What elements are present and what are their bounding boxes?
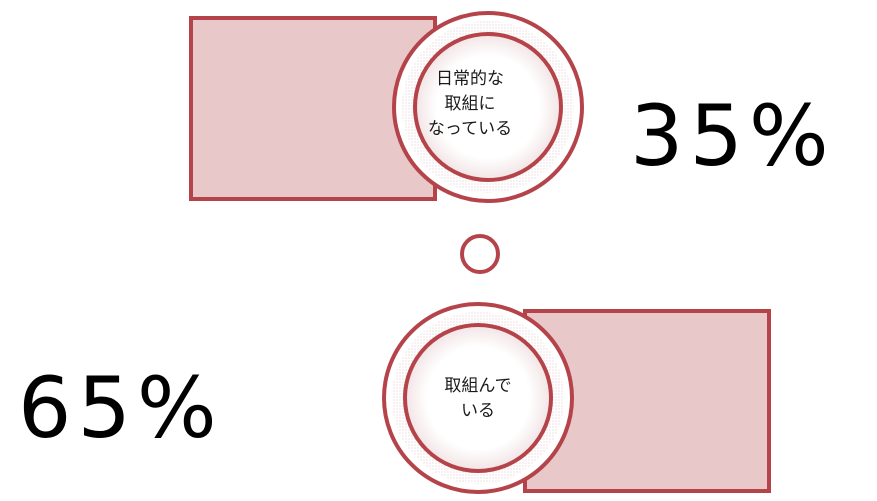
top-circle-label: 日常的な 取組に なっている [412, 67, 528, 142]
top-label-line-2: 取組に [444, 94, 496, 114]
top-percentage: 35% [630, 87, 835, 185]
bottom-label-line-1: 取組んで [444, 376, 512, 396]
bottom-inner-circle [403, 323, 553, 473]
top-label-line-3: なっている [427, 119, 513, 139]
bottom-percentage: 65% [18, 359, 223, 457]
connector-small-circle [460, 234, 500, 274]
top-label-line-1: 日常的な [436, 69, 504, 89]
bottom-item-group [382, 302, 771, 494]
bottom-label-line-2: いる [461, 401, 495, 421]
bottom-circle-label: 取組んで いる [414, 374, 542, 424]
top-inner-circle [413, 32, 563, 182]
top-item-group [189, 11, 584, 203]
